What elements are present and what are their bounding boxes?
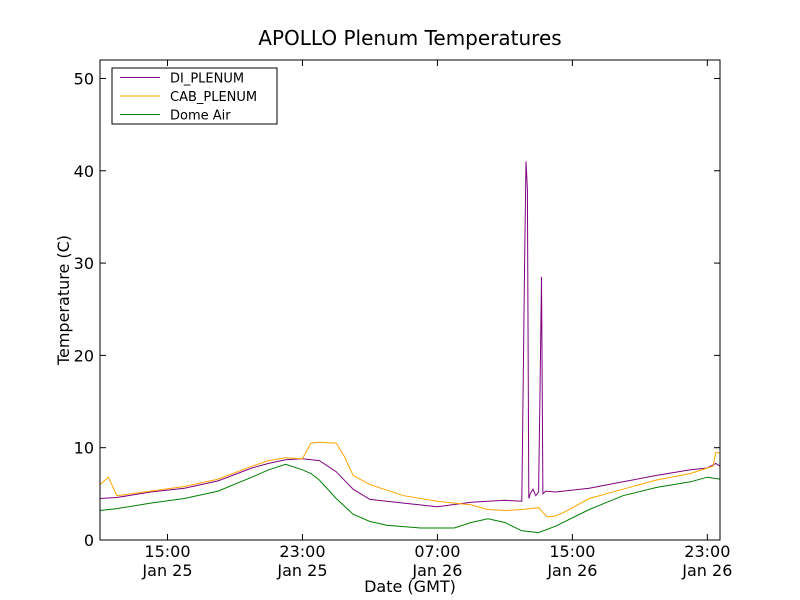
x-tick-label-date: Jan 26 [546,561,597,580]
y-axis: 0 10 20 30 40 50 [74,69,720,550]
chart-title: APOLLO Plenum Temperatures [258,26,561,50]
legend-label: Dome Air [170,109,231,124]
x-tick-label-time: 15:00 [549,542,595,561]
y-tick-label: 10 [74,439,94,458]
x-tick-label-date: Jan 26 [681,561,732,580]
x-axis-label: Date (GMT) [364,577,456,596]
x-tick-label-date: Jan 25 [276,561,327,580]
x-tick-label-time: 15:00 [144,542,190,561]
y-tick-label: 20 [74,346,94,365]
x-tick-label-time: 23:00 [279,542,325,561]
x-tick-label-time: 23:00 [684,542,730,561]
x-tick-label-date: Jan 26 [411,561,462,580]
y-tick-label: 0 [84,531,94,550]
legend: DI_PLENUM CAB_PLENUM Dome Air [111,67,278,125]
series-line-cab-plenum [99,441,721,518]
x-tick-label-time: 07:00 [414,542,460,561]
series-line-dome-air [99,463,721,534]
y-tick-label: 30 [74,254,94,273]
legend-label: DI_PLENUM [170,72,244,87]
x-tick-label-date: Jan 25 [141,561,192,580]
legend-label: CAB_PLENUM [170,90,257,105]
y-tick-label: 50 [74,69,94,88]
plot-frame [99,59,721,541]
series-layer [99,161,721,534]
y-tick-label: 40 [74,162,94,181]
series-line-di-plenum [99,161,721,508]
y-axis-label: Temperature (C) [54,235,73,366]
